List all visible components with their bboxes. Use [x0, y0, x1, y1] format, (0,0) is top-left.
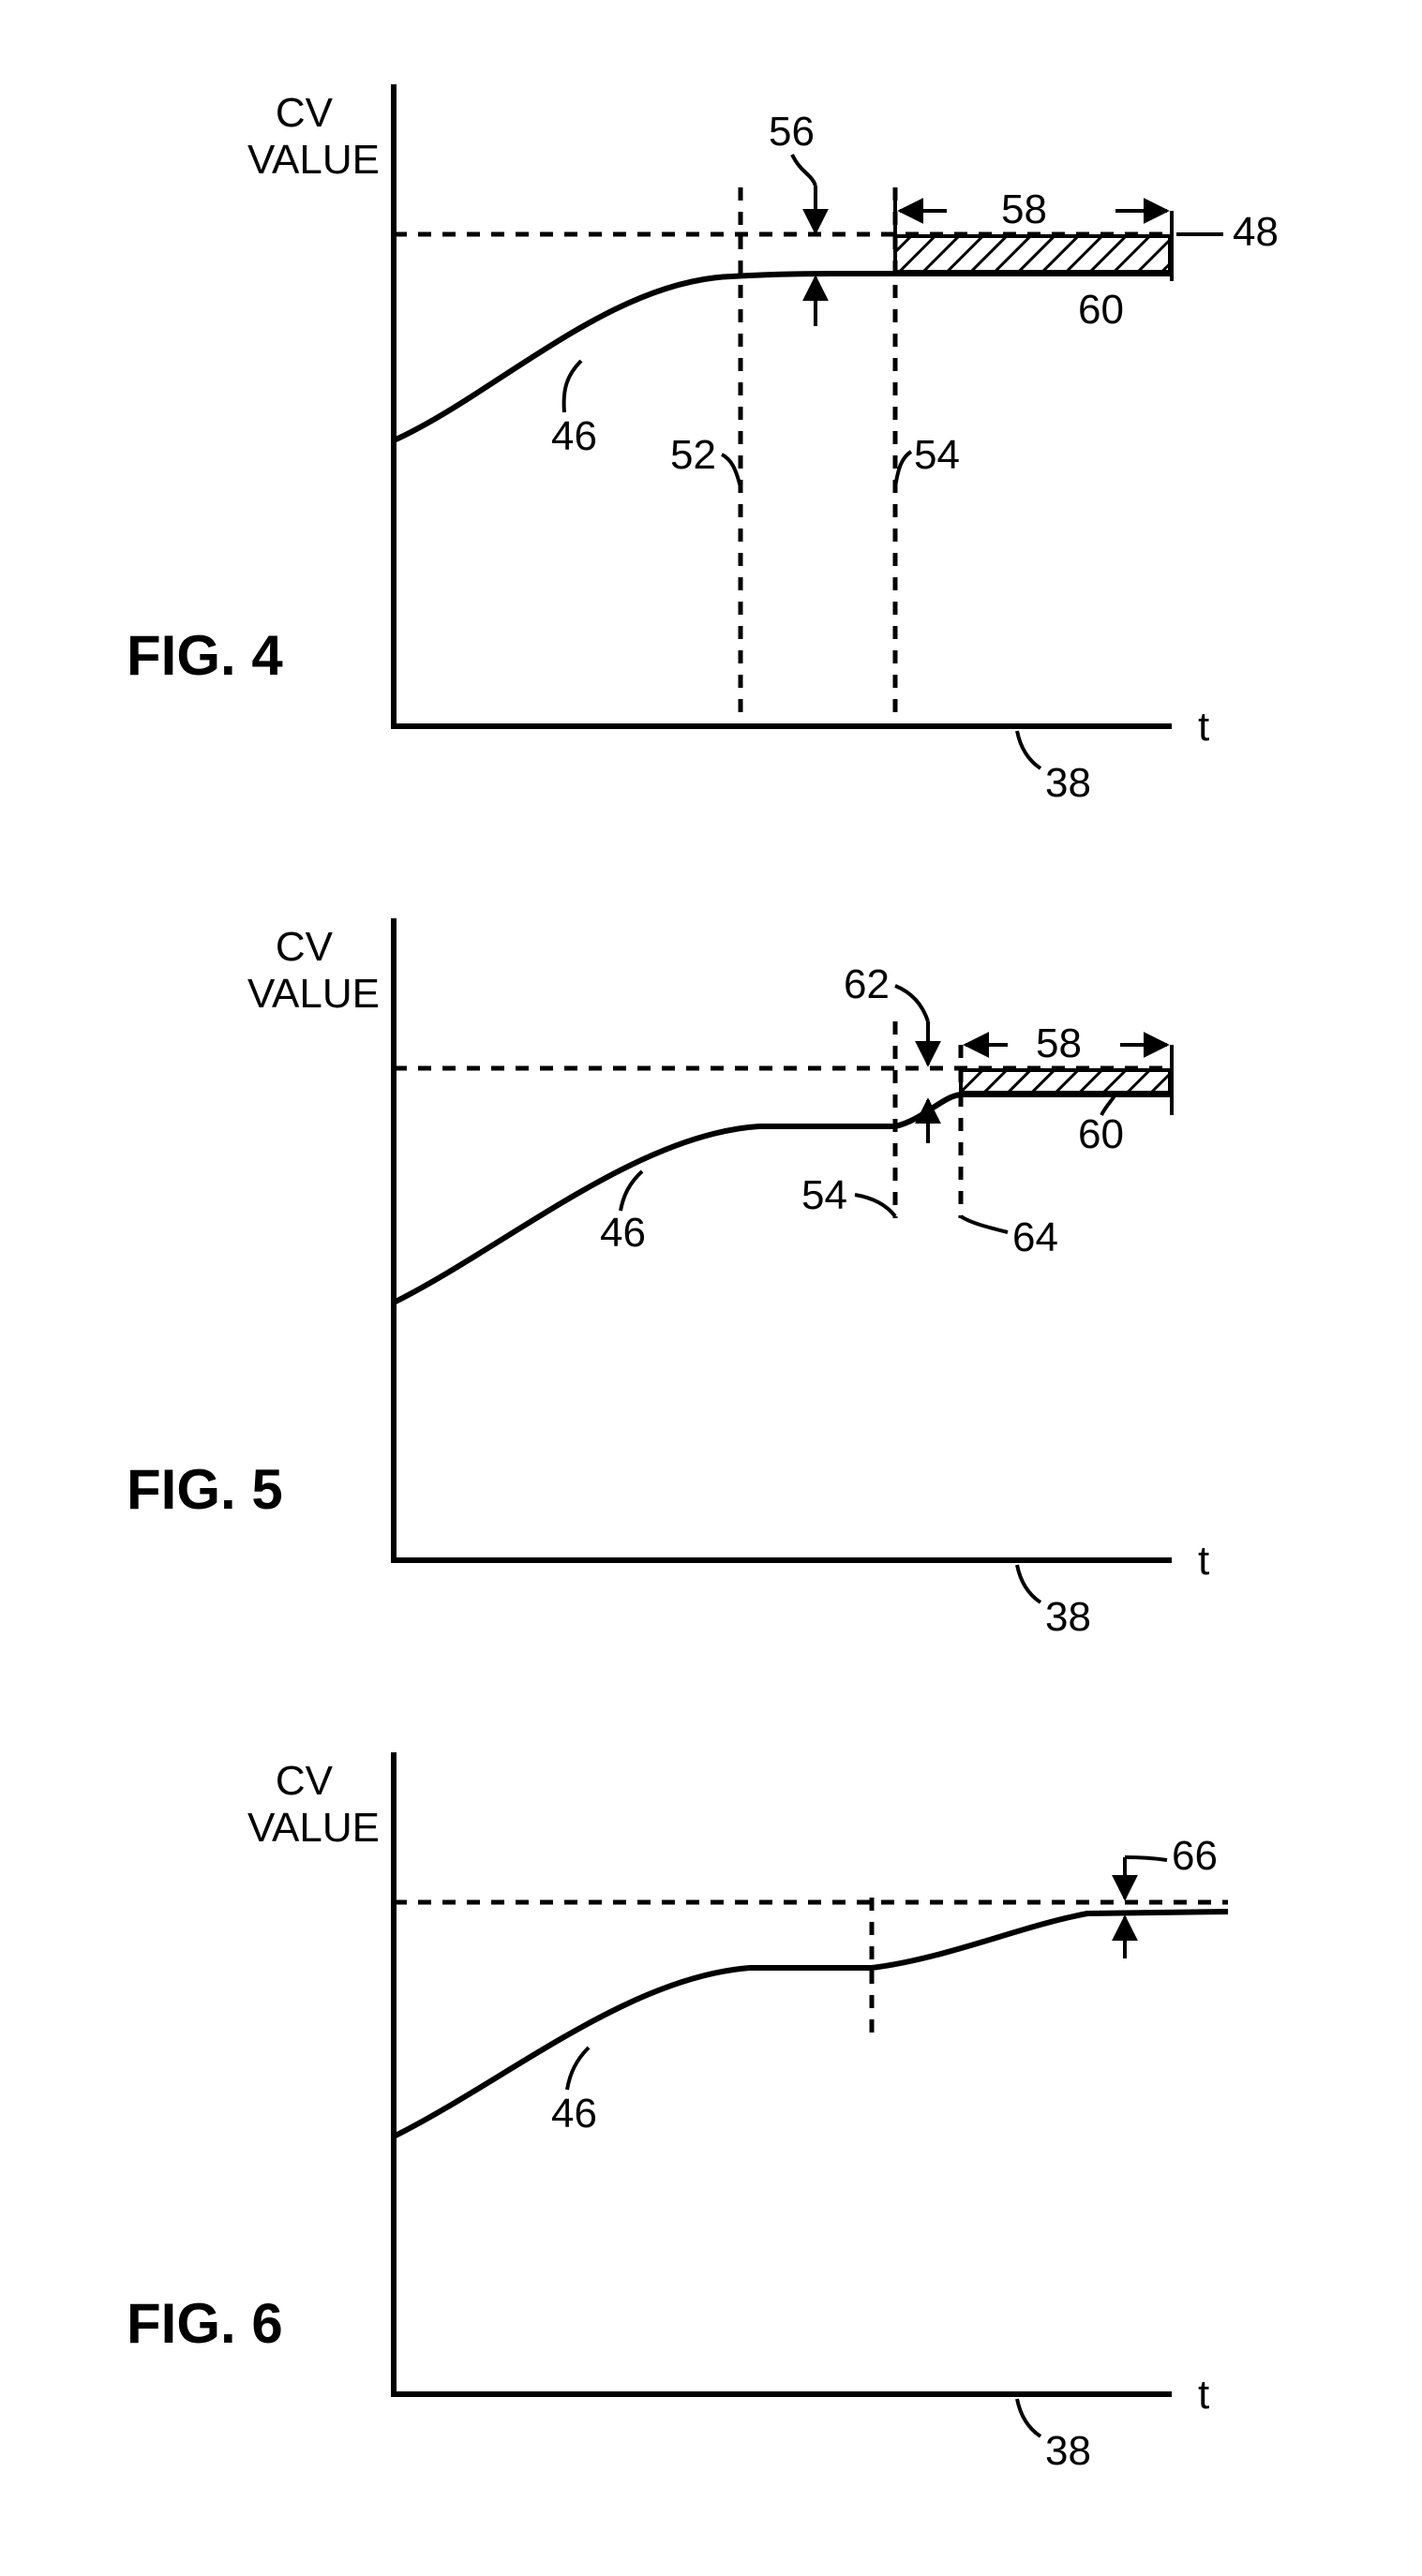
ref-54: 54	[914, 432, 960, 478]
ref-56: 56	[769, 109, 815, 155]
ref-62: 62	[844, 961, 890, 1007]
ref-38: 38	[1045, 2428, 1091, 2474]
ref-38: 38	[1045, 1594, 1091, 1640]
ref-60: 60	[1078, 287, 1124, 333]
fig5: CV VALUE t 62 58 60 46 54 64	[127, 918, 1209, 1640]
y-axis-label-value: VALUE	[247, 137, 380, 183]
ref-54: 54	[801, 1172, 847, 1218]
ref-60: 60	[1078, 1111, 1124, 1157]
x-axis-label: t	[1198, 2372, 1209, 2418]
y-axis-label-cv: CV	[276, 924, 334, 970]
fig6-title: FIG. 6	[127, 2292, 283, 2355]
fig6: CV VALUE t 66 46 38 FIG. 6	[127, 1752, 1228, 2474]
ref-66: 66	[1172, 1833, 1218, 1879]
y-axis-label-value: VALUE	[247, 1805, 380, 1851]
fig4: CV VALUE t 56 58 48 60 46	[127, 84, 1279, 806]
ref-48: 48	[1233, 209, 1279, 255]
ref-38: 38	[1045, 760, 1091, 806]
ref-52: 52	[670, 432, 716, 478]
fig4-title: FIG. 4	[127, 624, 283, 687]
ref-46: 46	[600, 1210, 646, 1256]
x-axis-label: t	[1198, 1538, 1209, 1584]
ref-58: 58	[1036, 1020, 1082, 1066]
y-axis-label-value: VALUE	[247, 971, 380, 1017]
ref-46: 46	[551, 413, 597, 459]
ref-64: 64	[1012, 1214, 1058, 1260]
fig5-title: FIG. 5	[127, 1458, 283, 1521]
y-axis-label-cv: CV	[276, 90, 334, 136]
y-axis-label-cv: CV	[276, 1758, 334, 1804]
ref-46: 46	[551, 2091, 597, 2137]
ref-58: 58	[1001, 186, 1047, 232]
patent-figures: CV VALUE t 56 58 48 60 46	[0, 0, 1422, 2576]
x-axis-label: t	[1198, 704, 1209, 750]
